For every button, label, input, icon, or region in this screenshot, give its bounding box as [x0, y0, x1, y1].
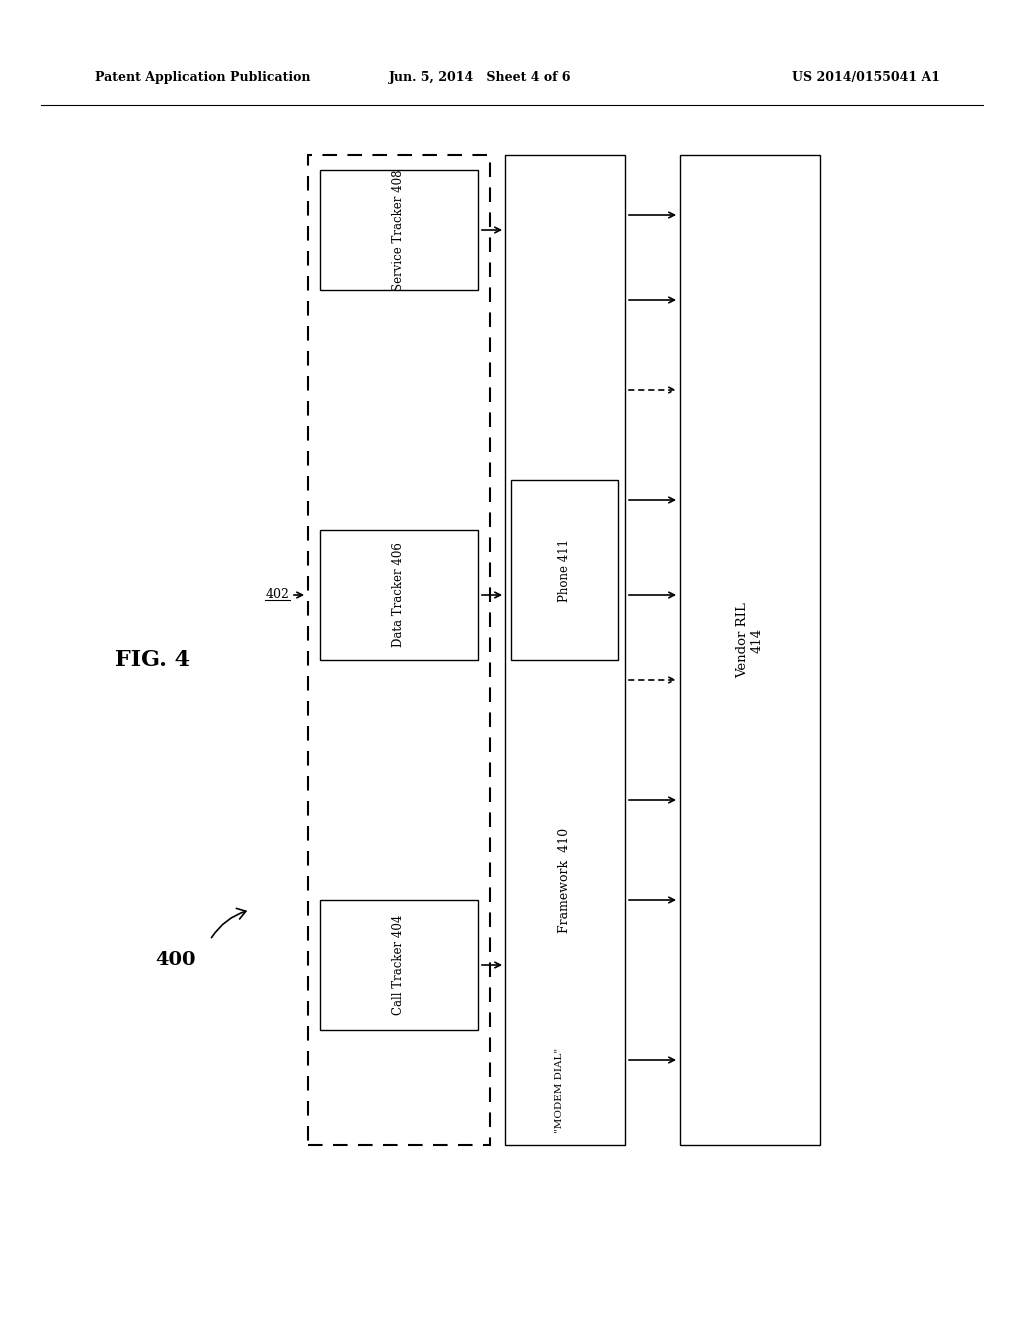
- Text: Phone 411: Phone 411: [558, 539, 571, 602]
- Text: Jun. 5, 2014   Sheet 4 of 6: Jun. 5, 2014 Sheet 4 of 6: [389, 71, 571, 84]
- Text: 400: 400: [155, 950, 196, 969]
- Text: FIG. 4: FIG. 4: [115, 649, 190, 671]
- Bar: [680, 154, 820, 1144]
- Text: US 2014/0155041 A1: US 2014/0155041 A1: [792, 71, 940, 84]
- Text: Data Tracker 406: Data Tracker 406: [392, 543, 406, 647]
- FancyArrowPatch shape: [212, 908, 246, 937]
- Bar: [319, 170, 478, 290]
- Bar: [319, 900, 478, 1030]
- Bar: [511, 480, 618, 660]
- Text: Framework  410: Framework 410: [558, 828, 571, 932]
- Bar: [308, 154, 490, 1144]
- Text: Service Tracker 408: Service Tracker 408: [392, 169, 406, 290]
- Text: Call Tracker 404: Call Tracker 404: [392, 915, 406, 1015]
- Bar: [505, 154, 625, 1144]
- Bar: [319, 531, 478, 660]
- Text: Vendor RIL
414: Vendor RIL 414: [736, 602, 764, 678]
- Text: Patent Application Publication: Patent Application Publication: [95, 71, 310, 84]
- Text: "MODEM DIAL": "MODEM DIAL": [555, 1048, 564, 1133]
- Text: 402: 402: [266, 589, 290, 602]
